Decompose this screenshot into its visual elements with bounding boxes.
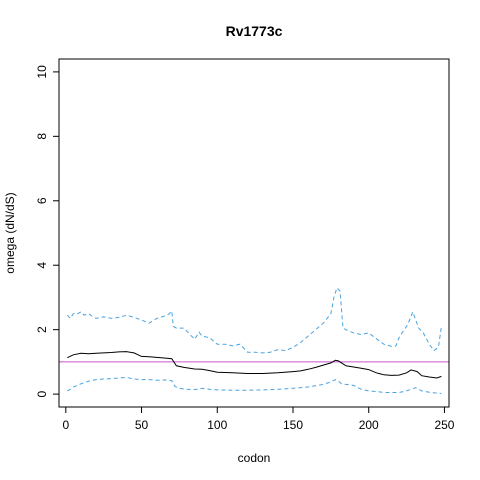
series-line-omega bbox=[67, 351, 442, 379]
y-tick-label: 10 bbox=[35, 65, 49, 79]
series-line-lower bbox=[67, 376, 442, 394]
x-tick-label: 0 bbox=[62, 418, 69, 432]
x-tick-label: 200 bbox=[359, 418, 379, 432]
y-tick-label: 2 bbox=[35, 326, 49, 333]
x-axis: 0 50 100 150 200 250 bbox=[62, 406, 455, 432]
y-axis: 0 2 4 6 8 10 bbox=[35, 65, 60, 397]
plot-frame bbox=[58, 58, 450, 408]
y-tick-label: 0 bbox=[35, 390, 49, 397]
y-tick-label: 4 bbox=[35, 262, 49, 269]
x-tick-label: 250 bbox=[434, 418, 454, 432]
y-axis-label: omega (dN/dS) bbox=[3, 192, 17, 273]
series-line-upper bbox=[66, 286, 442, 354]
chart-title: Rv1773c bbox=[226, 23, 283, 39]
y-tick-label: 6 bbox=[35, 197, 49, 204]
x-tick-label: 50 bbox=[135, 418, 149, 432]
series-layer bbox=[66, 286, 442, 394]
x-tick-label: 150 bbox=[283, 418, 303, 432]
x-axis-label: codon bbox=[238, 451, 271, 465]
x-tick-label: 100 bbox=[207, 418, 227, 432]
y-tick-label: 8 bbox=[35, 133, 49, 140]
